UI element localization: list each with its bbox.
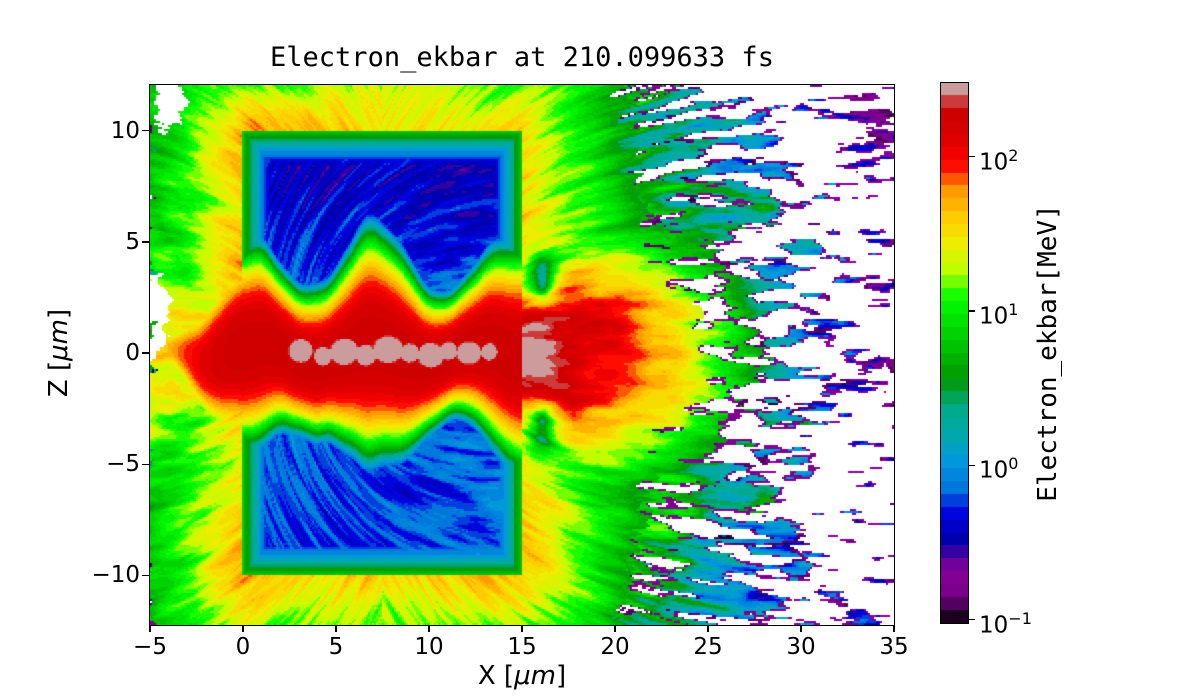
x-tick-mark [242,625,244,632]
x-tick-mark [707,625,709,632]
colorbar-tick-mark [969,155,975,158]
y-tick-mark [142,574,149,577]
x-axis-unit: μm [514,661,556,691]
x-tick-label: 10 [414,634,444,660]
y-tick-label: 5 [125,228,140,255]
colorbar-canvas [941,83,968,623]
plot-title: Electron_ekbar at 210.099633 fs [270,42,774,73]
colorbar-tick-label: 101 [979,299,1019,330]
colorbar-tick-mark [969,310,975,312]
y-tick-label: −5 [106,451,140,478]
y-tick-label: 10 [110,117,140,144]
x-tick-label: 35 [879,634,909,660]
x-tick-label: 0 [235,634,251,660]
x-axis-label-pre: X [ [477,661,515,691]
y-axis-label-pre: Z [ [44,360,74,398]
colorbar-tick-label: 10−1 [979,608,1032,639]
x-tick-label: 30 [786,634,816,660]
x-tick-label: 25 [693,634,723,660]
colorbar [940,82,969,624]
x-tick-mark [521,625,523,632]
y-tick-mark [142,241,149,243]
x-tick-label: 5 [328,634,344,660]
colorbar-tick-mark [969,618,975,621]
x-tick-label: 20 [600,634,630,660]
x-tick-mark [800,625,802,632]
y-tick-mark [142,463,149,465]
y-tick-mark [142,352,149,354]
x-tick-mark [614,625,616,632]
x-tick-label: −5 [133,634,167,660]
colorbar-tick-mark [969,464,975,466]
plot-area [149,84,895,626]
x-tick-mark [428,625,430,632]
x-tick-mark [335,625,337,632]
y-tick-label: −10 [91,562,140,589]
y-tick-mark [142,129,149,132]
x-tick-mark [893,625,895,632]
heatmap-canvas [150,85,894,625]
colorbar-tick-label: 100 [979,454,1019,484]
y-tick-label: 0 [125,340,140,366]
colorbar-tick-label: 102 [979,145,1019,176]
y-axis-label-post: ] [44,308,74,320]
x-axis-label-post: ] [555,661,567,691]
x-axis-label: X [μm] [150,661,894,691]
y-axis-unit: μm [44,319,74,361]
x-tick-label: 15 [507,634,537,660]
x-tick-mark [149,625,151,632]
